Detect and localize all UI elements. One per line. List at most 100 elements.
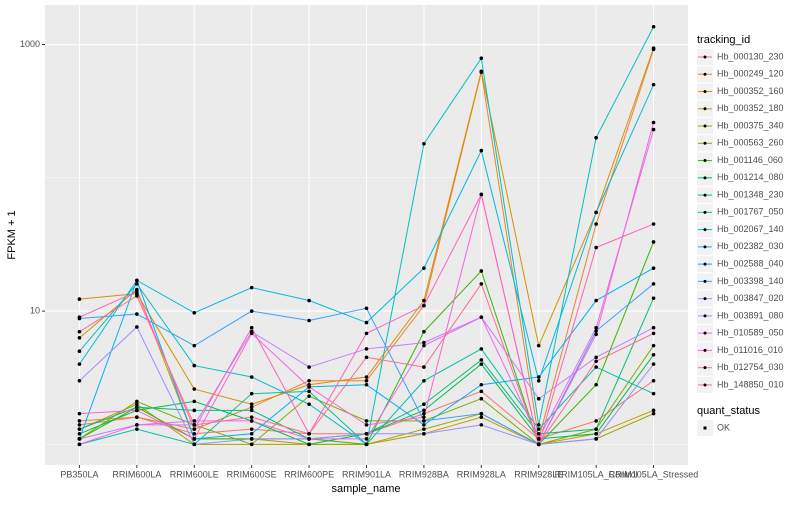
legend-label: Hb_002382_030: [717, 241, 784, 251]
legend-point: [703, 107, 707, 111]
point: [192, 363, 197, 368]
point: [479, 411, 484, 416]
legend-shape: [703, 426, 707, 430]
point: [594, 298, 598, 303]
point: [77, 297, 82, 301]
legend-label: Hb_002588_040: [717, 258, 784, 268]
point: [536, 375, 541, 379]
point: [422, 419, 426, 423]
point: [536, 432, 541, 436]
point: [594, 135, 598, 140]
x-tick-label: RRIM928BA: [399, 469, 449, 479]
point: [249, 432, 254, 436]
point: [479, 347, 484, 351]
point: [479, 382, 484, 387]
point: [651, 411, 656, 416]
point: [135, 312, 139, 316]
legend-label: Hb_002067_140: [717, 224, 784, 234]
point: [364, 331, 369, 336]
legend-label: Hb_000352_160: [717, 86, 784, 96]
point: [135, 278, 139, 283]
legend-point: [703, 141, 707, 145]
point: [249, 405, 254, 410]
point: [594, 382, 598, 387]
point: [364, 442, 369, 447]
point: [594, 432, 598, 436]
point: [307, 394, 311, 398]
legend-label: Hb_000352_180: [717, 103, 784, 113]
point: [479, 148, 484, 153]
point: [594, 325, 598, 330]
point: [364, 320, 369, 325]
point: [479, 423, 484, 427]
point: [536, 423, 541, 427]
legend-point: [703, 262, 707, 266]
legend-point: [703, 366, 707, 370]
point: [479, 358, 484, 362]
point: [249, 442, 254, 447]
point: [651, 331, 656, 336]
point: [364, 423, 369, 427]
x-tick-label: RRIM105LA_Stressed: [609, 469, 699, 479]
point: [651, 266, 656, 270]
point: [249, 285, 254, 290]
legend-label: Hb_148850_010: [717, 379, 784, 389]
point: [192, 437, 197, 441]
point: [135, 427, 139, 431]
point: [307, 378, 311, 383]
point: [192, 408, 197, 413]
point: [479, 415, 484, 419]
point: [135, 408, 139, 413]
point: [651, 240, 656, 244]
point: [651, 352, 656, 357]
legend-label: Hb_003847_020: [717, 293, 784, 303]
legend-title: tracking_id: [697, 34, 750, 46]
point: [479, 396, 484, 401]
point: [77, 419, 82, 423]
point: [249, 309, 254, 313]
point: [192, 432, 197, 436]
point: [479, 69, 484, 74]
legend-point: [703, 124, 707, 128]
point: [422, 340, 426, 345]
point: [77, 427, 82, 431]
point: [479, 269, 484, 273]
point: [422, 411, 426, 416]
point: [249, 402, 254, 407]
point: [594, 437, 598, 441]
point: [536, 427, 541, 431]
point: [651, 120, 656, 125]
legend-point: [703, 331, 707, 335]
x-tick-label: RRIM105LA_Control: [555, 469, 638, 479]
legend-point: [703, 314, 707, 318]
point: [135, 294, 139, 298]
point: [364, 378, 369, 383]
legend-point: [703, 383, 707, 387]
point: [651, 343, 656, 348]
legend-label: Hb_001146_060: [717, 155, 783, 165]
point: [307, 389, 311, 394]
legend-label: Hb_001214_080: [717, 172, 784, 182]
point: [479, 56, 484, 60]
point: [594, 427, 598, 431]
point: [249, 437, 254, 441]
point: [594, 329, 598, 333]
point: [422, 378, 426, 383]
point: [651, 222, 656, 226]
point: [594, 245, 598, 250]
legend-label: Hb_001348_230: [717, 189, 784, 199]
x-tick-label: RRIM928LE: [514, 469, 563, 479]
point: [135, 282, 139, 286]
point: [307, 442, 311, 447]
point: [479, 192, 484, 197]
point: [651, 362, 656, 366]
legend-label: Hb_000563_260: [717, 138, 784, 148]
y-tick-label: 10: [30, 305, 40, 315]
legend-label: Hb_011016_010: [717, 345, 783, 355]
point: [192, 423, 197, 427]
legend-point: [703, 193, 707, 197]
point: [307, 385, 311, 389]
legend-label: Hb_003891_080: [717, 310, 784, 320]
point: [651, 24, 656, 29]
x-tick-label: RRIM600PE: [284, 469, 334, 479]
